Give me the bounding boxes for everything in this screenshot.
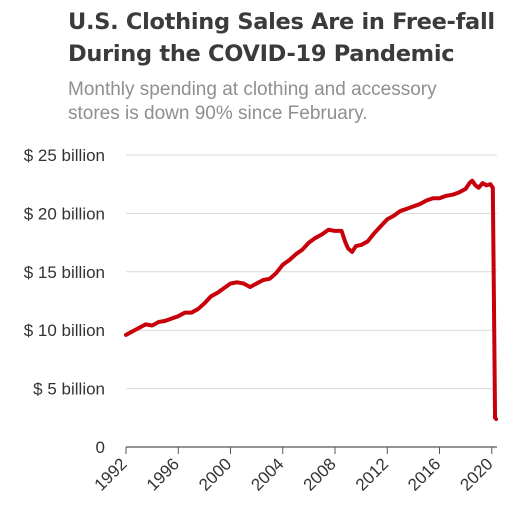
y-tick-label: $ 15 billion <box>24 263 105 282</box>
y-tick-label: $ 25 billion <box>24 146 105 165</box>
x-tick-label: 2008 <box>300 454 340 494</box>
chart-title: U.S. Clothing Sales Are in Free-fall Dur… <box>68 6 513 70</box>
subtitle-line-1: Monthly spending at clothing and accesso… <box>68 79 437 100</box>
x-tick-label: 2012 <box>352 454 392 494</box>
subtitle-line-2: stores is down 90% since February. <box>68 103 368 124</box>
x-tick-label: 2020 <box>456 454 496 494</box>
x-tick-label: 2004 <box>247 454 287 494</box>
y-axis-ticks: 0 $ 5 billion $ 10 billion $ 15 billion $ 20… <box>24 146 105 457</box>
x-axis-ticks: 1992 1996 2000 2004 2008 2012 2016 2020 <box>91 447 497 495</box>
x-tick-label: 1992 <box>91 454 131 494</box>
y-tick-label: $ 20 billion <box>24 204 105 223</box>
grid-lines <box>126 154 497 448</box>
series-line-clothing-sales <box>124 178 499 421</box>
title-line-2: During the COVID-19 Pandemic <box>68 41 455 67</box>
y-tick-label: 0 <box>96 438 105 457</box>
y-tick-label: $ 10 billion <box>24 321 105 340</box>
y-tick-label: $ 5 billion <box>33 380 105 399</box>
title-line-1: U.S. Clothing Sales Are in Free-fall <box>68 9 495 35</box>
x-tick-label: 1996 <box>143 454 183 494</box>
x-tick-label: 2016 <box>404 454 444 494</box>
chart-subtitle: Monthly spending at clothing and accesso… <box>68 78 513 126</box>
x-tick-label: 2000 <box>195 454 235 494</box>
series-layer <box>124 178 499 421</box>
